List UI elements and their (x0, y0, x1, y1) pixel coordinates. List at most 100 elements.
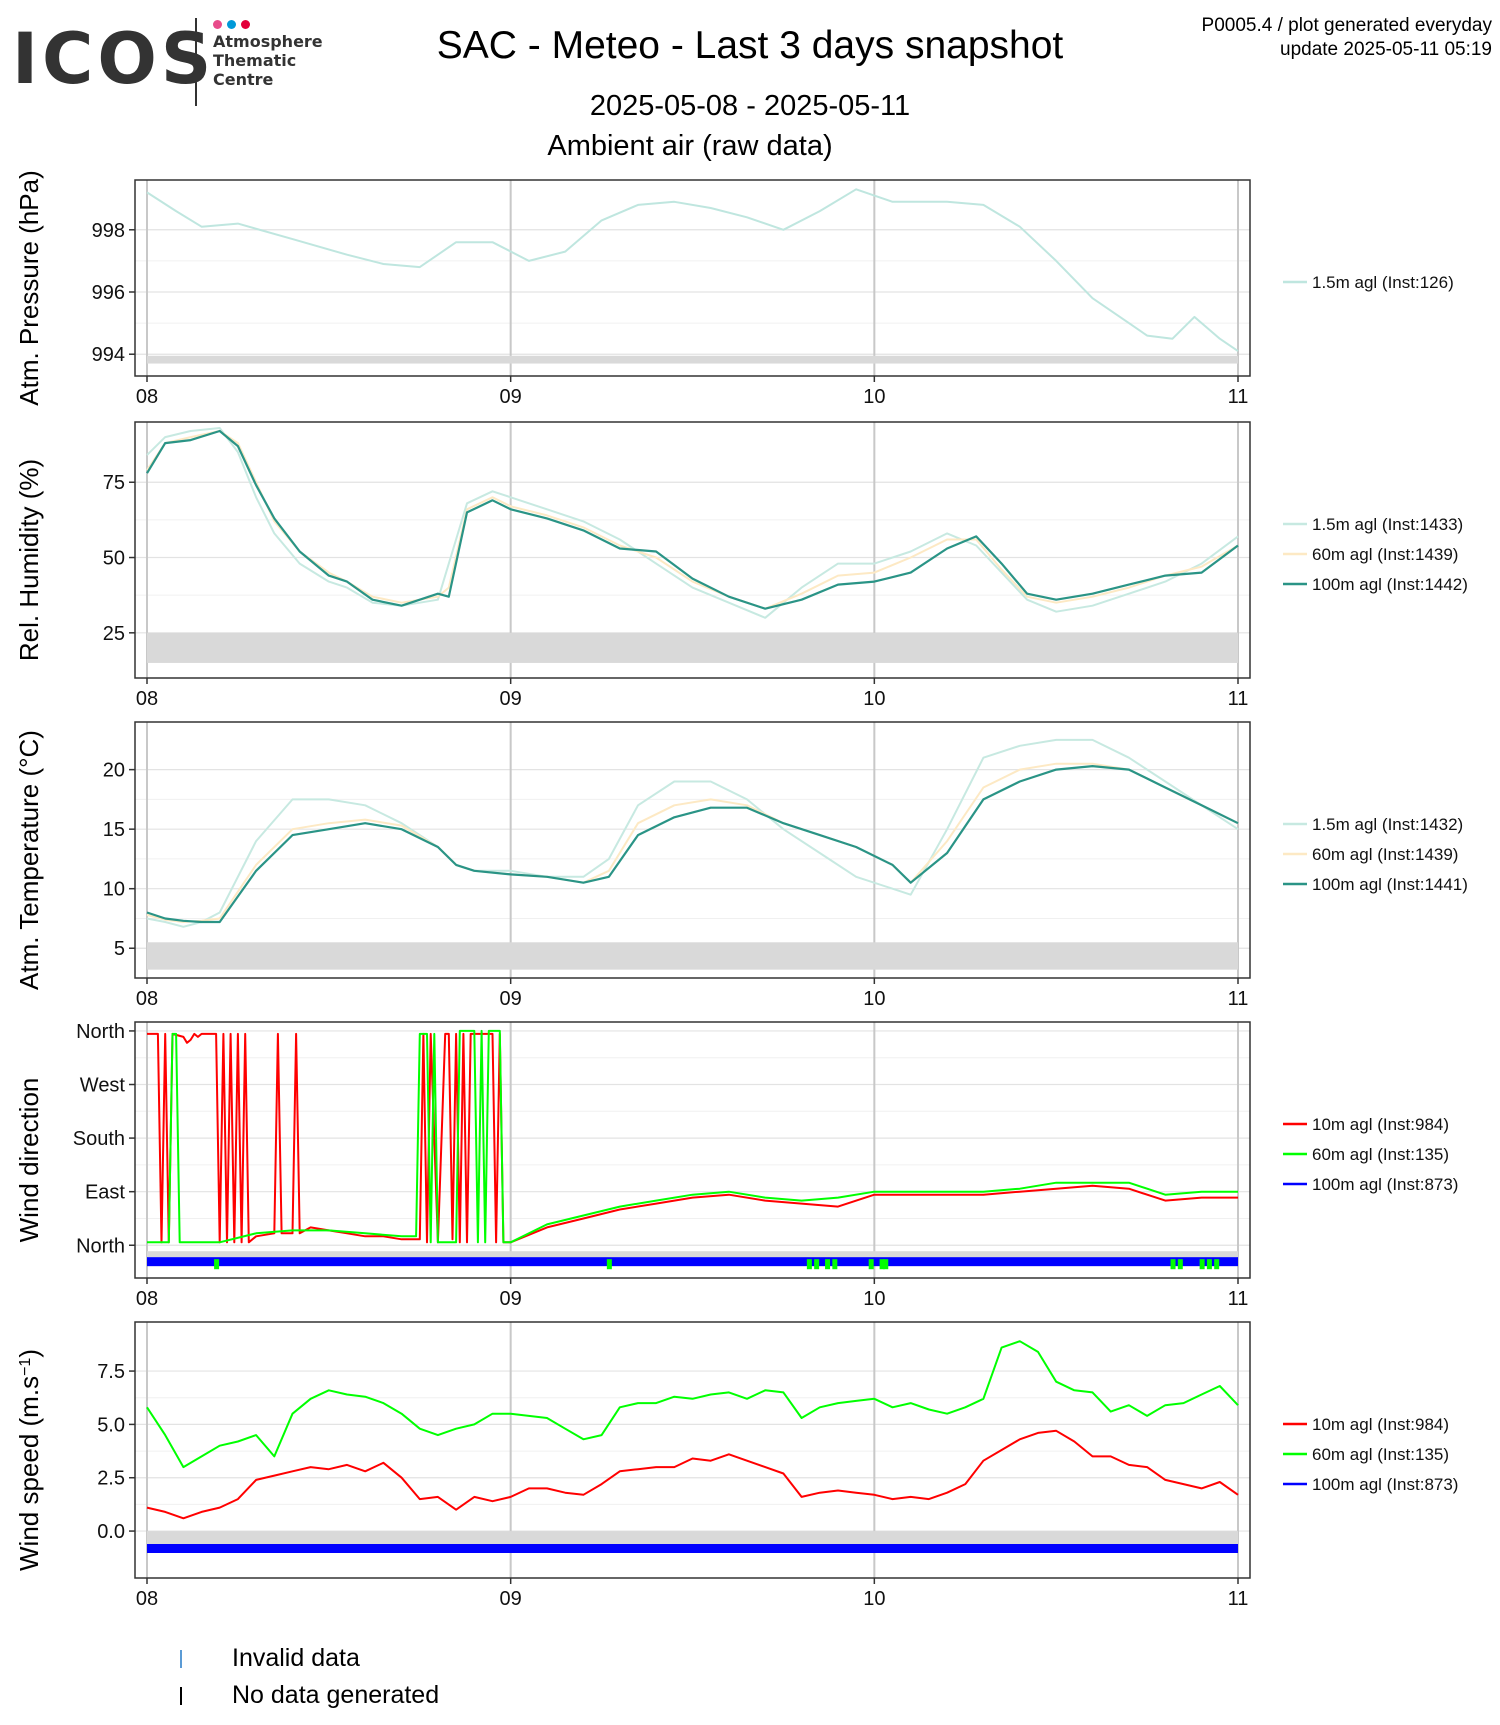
update-line: update 2025-05-11 05:19 (1280, 39, 1492, 60)
generation-info: P0005.4 / plot generated everyday update… (1202, 14, 1492, 62)
icos-logo: ICOS (12, 18, 216, 100)
legend-label: 60m agl (Inst:1439) (1312, 845, 1458, 864)
series-line-3 (146, 429, 1239, 610)
no-data-band (147, 1251, 1238, 1258)
y-tick-label: 15 (103, 819, 125, 841)
status-mark (214, 1259, 220, 1270)
legend-label: 60m agl (Inst:135) (1312, 1445, 1449, 1464)
no-data-band (147, 942, 1238, 970)
x-tick-label: 08 (136, 1288, 158, 1310)
chart-panel-1: 994 996 998 08 09 10 11 Atm. Pressure (hPa) 1.5m… (14, 170, 1454, 408)
y-tick-label: 50 (103, 548, 125, 570)
x-tick-label: 11 (1228, 1288, 1249, 1310)
y-tick-label: 75 (103, 472, 125, 494)
y-tick-label: 0.0 (97, 1521, 125, 1543)
logo-dot (213, 20, 222, 29)
x-tick-label: 10 (863, 988, 885, 1010)
invalid-data-mark (180, 1650, 182, 1668)
status-mark (825, 1259, 831, 1270)
plot-frame (134, 721, 1251, 979)
legend-label: 10m agl (Inst:984) (1312, 1115, 1449, 1134)
logo-subtitle: Atmosphere Thematic Centre (213, 32, 323, 89)
legend-label: 100m agl (Inst:873) (1312, 1175, 1458, 1194)
status-mark (883, 1259, 889, 1270)
page-subtitle: Ambient air (raw data) (547, 130, 833, 162)
no-data-band (147, 355, 1238, 364)
chart-panel-2: 25 50 75 08 09 10 11 Rel. Humidity (%) 1.5m agl … (14, 421, 1468, 710)
x-tick-label: 10 (863, 386, 885, 408)
status-bar (147, 1544, 1238, 1553)
legend-label: 1.5m agl (Inst:126) (1312, 273, 1454, 292)
y-tick-label: 25 (103, 623, 125, 645)
no-data-band (147, 632, 1238, 663)
y-tick-label: 994 (92, 344, 125, 366)
x-tick-label: 09 (500, 988, 522, 1010)
legend-entry: 100m agl (Inst:873) (1283, 1475, 1458, 1494)
x-tick-label: 10 (863, 688, 885, 710)
invalid-data-label: Invalid data (232, 1644, 360, 1672)
legend-entry: 60m agl (Inst:1439) (1283, 545, 1458, 564)
y-tick-label: West (80, 1075, 126, 1097)
status-mark (1199, 1259, 1205, 1270)
legend-label: 100m agl (Inst:1441) (1312, 875, 1468, 894)
y-axis-title: Atm. Temperature (°C) (14, 730, 44, 990)
y-tick-label: 7.5 (97, 1361, 125, 1383)
legend-label: 1.5m agl (Inst:1433) (1312, 515, 1463, 534)
status-mark (606, 1259, 612, 1270)
x-tick-label: 09 (500, 1588, 522, 1610)
y-tick-label: 10 (103, 879, 125, 901)
x-tick-label: 11 (1228, 1588, 1249, 1610)
x-tick-label: 10 (863, 1588, 885, 1610)
plot-area (135, 180, 1250, 376)
status-mark (806, 1259, 812, 1270)
series-line-2 (146, 430, 1239, 610)
x-tick-label: 08 (136, 1588, 158, 1610)
y-tick-label: 5 (114, 938, 125, 960)
legend-label: 100m agl (Inst:1442) (1312, 575, 1468, 594)
status-mark (814, 1259, 820, 1270)
y-tick-label: North (76, 1021, 125, 1043)
legend-entry: 100m agl (Inst:1441) (1283, 875, 1468, 894)
x-tick-label: 09 (500, 386, 522, 408)
legend-entry: 1.5m agl (Inst:126) (1283, 273, 1454, 292)
x-tick-label: 10 (863, 1288, 885, 1310)
y-tick-label: South (73, 1128, 125, 1150)
y-axis-title-superscript: −1 (17, 1358, 34, 1376)
series-line-1 (146, 1429, 1239, 1520)
series-line-1 (146, 188, 1239, 352)
series-line-2 (147, 1029, 1238, 1244)
legend-label: 10m agl (Inst:984) (1312, 1415, 1449, 1434)
plot-frame (134, 179, 1251, 377)
legend-label: 60m agl (Inst:135) (1312, 1145, 1449, 1164)
logo-sub-line: Atmosphere (213, 32, 323, 51)
series-line-3 (146, 764, 1239, 924)
chart-panel-5: 0.0 2.5 5.0 7.5 08 09 10 11 Wind speed (m.s−1) 10… (14, 1321, 1458, 1610)
series-line-1 (146, 738, 1239, 928)
y-tick-label: 5.0 (97, 1414, 125, 1436)
legend-entry: 10m agl (Inst:984) (1283, 1415, 1449, 1434)
chart-panel-3: 5 10 15 20 08 09 10 11 Atm. Temperature (°C) 1.5m… (14, 721, 1468, 1010)
x-tick-label: 11 (1228, 988, 1249, 1010)
plot-frame (134, 1021, 1251, 1279)
logo-separator (195, 18, 197, 106)
status-mark (879, 1259, 885, 1270)
legend-entry: 1.5m agl (Inst:1432) (1283, 815, 1463, 834)
y-axis-title: Wind speed (m.s−1) (14, 1349, 44, 1571)
legend-label: 60m agl (Inst:1439) (1312, 545, 1458, 564)
legend-entry: 10m agl (Inst:984) (1283, 1115, 1449, 1134)
y-axis-title: Wind direction (14, 1078, 44, 1243)
series-line-1 (146, 427, 1239, 619)
product-line: P0005.4 / plot generated everyday (1201, 15, 1492, 36)
legend-entry: 100m agl (Inst:1442) (1283, 575, 1468, 594)
y-axis-title: Atm. Pressure (hPa) (14, 170, 44, 406)
plot-area (135, 722, 1250, 978)
legend-entry: 100m agl (Inst:873) (1283, 1175, 1458, 1194)
y-tick-label: 20 (103, 760, 125, 782)
logo-sub-line: Thematic (213, 51, 297, 70)
status-mark (832, 1259, 838, 1270)
logo-dot (227, 20, 236, 29)
series-line-2 (146, 762, 1239, 923)
legend-invalid-data: Invalid data (180, 1644, 360, 1673)
logo-dots (213, 16, 255, 34)
